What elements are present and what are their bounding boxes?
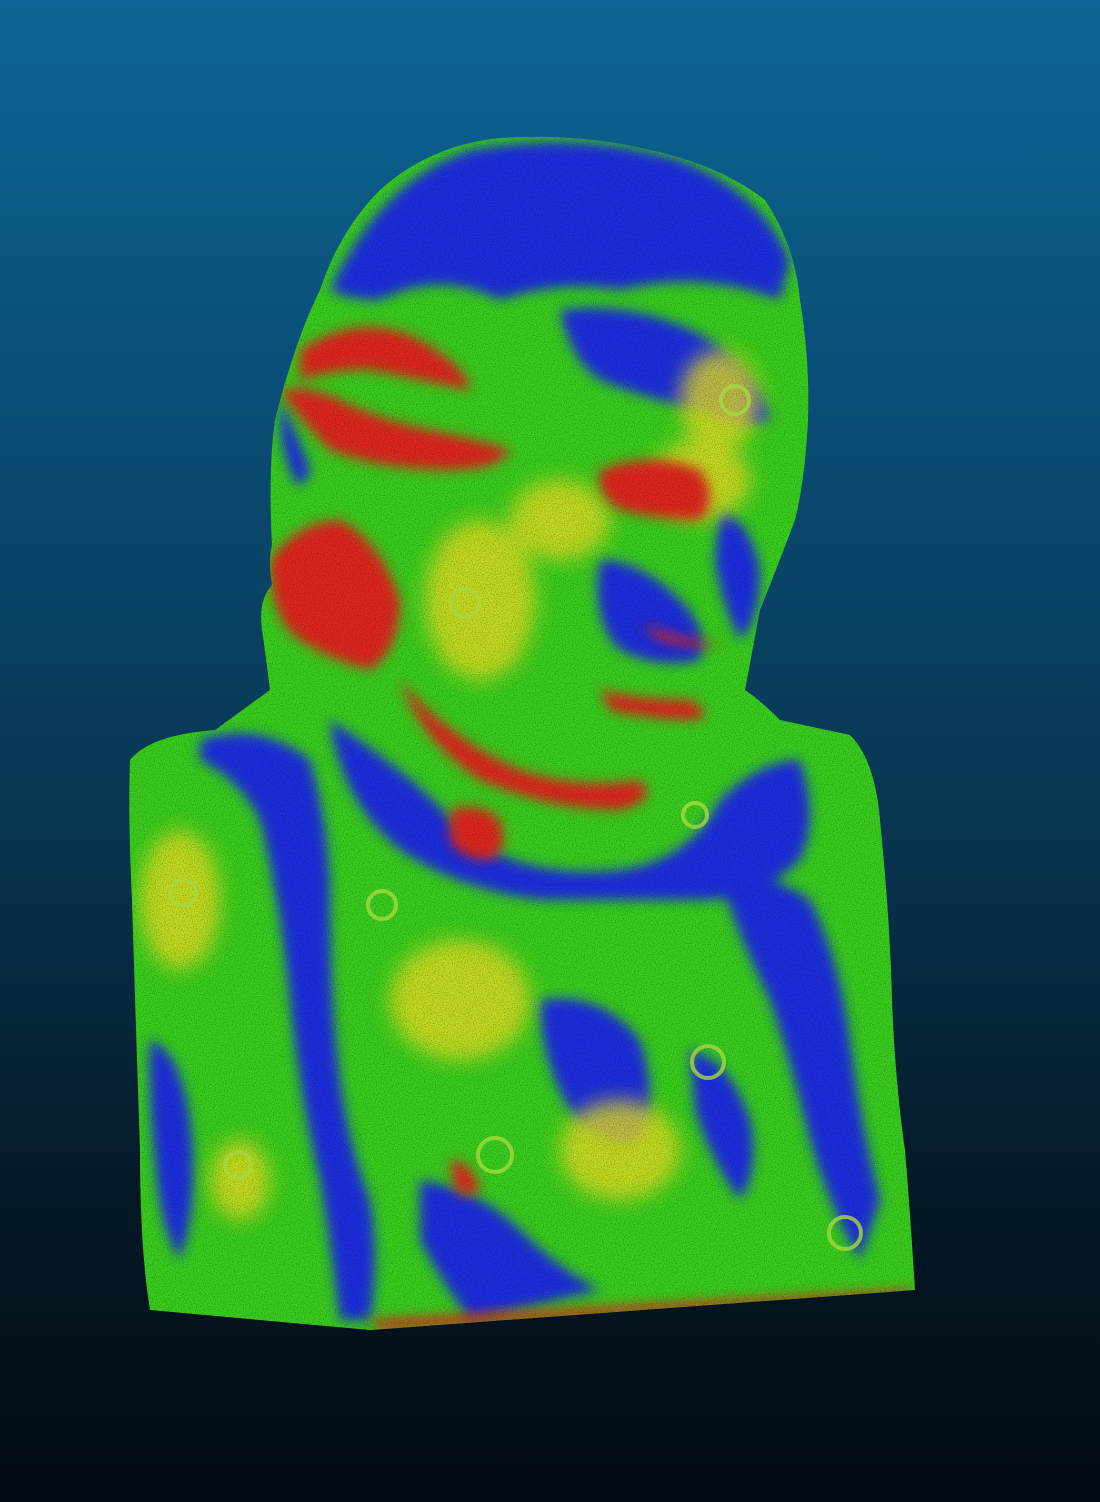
target-markers <box>168 384 863 1251</box>
